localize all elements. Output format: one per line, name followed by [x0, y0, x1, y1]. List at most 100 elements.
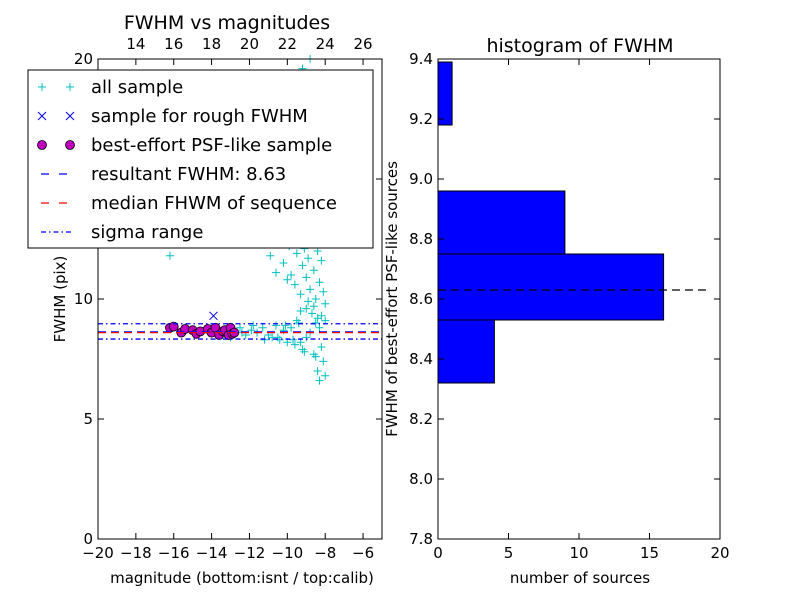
legend-entry-label: sample for rough FWHM [91, 106, 308, 127]
left-top-tick-label: 14 [126, 35, 145, 53]
left-point-plus [309, 302, 318, 311]
left-point-plus [273, 333, 282, 342]
right-x-tick-label: 15 [640, 544, 659, 562]
left-x-tick-label: −6 [352, 544, 374, 562]
left-point-plus [315, 323, 324, 332]
left-point-x [209, 311, 218, 321]
left-point-plus [296, 290, 305, 299]
left-point-plus [302, 273, 311, 282]
left-point-plus [292, 316, 301, 325]
left-point-plus [311, 352, 320, 361]
left-point-plus [307, 309, 316, 318]
left-x-tick-label: −10 [272, 544, 304, 562]
left-point-plus [292, 249, 301, 258]
left-axes: −20−18−16−14−12−10−8−6051015201416182022… [74, 35, 383, 562]
left-point-plus [319, 357, 328, 366]
left-legend: all sample sample for rough FWHM best-effo… [27, 69, 374, 249]
left-point-plus [304, 297, 313, 306]
left-x-tick-label: −8 [314, 544, 336, 562]
left-point-plus [302, 304, 311, 313]
left-point-plus [296, 307, 305, 315]
right-y-tick-label: 8.4 [409, 350, 433, 368]
right-y-tick-label: 8.6 [409, 290, 433, 308]
left-point-plus [236, 323, 244, 332]
left-y-tick-label: 20 [74, 50, 93, 68]
right-y-axis-label: FWHM of best-effort PSF-like sources [383, 161, 401, 437]
left-point-plus [298, 261, 307, 270]
left-point-plus [311, 295, 320, 303]
left-point-plus [304, 254, 313, 263]
left-point-plus [311, 319, 320, 327]
left-point-plus [300, 347, 309, 356]
right-x-tick-label: 20 [710, 544, 729, 562]
right-histogram-panel: histogram of FWHM 0 5 10 15 20 7.8 8.0 8.2 8.4 8.… [383, 35, 730, 587]
left-point-plus [247, 326, 256, 335]
left-point-plus [258, 323, 267, 332]
right-y-tick-label: 8.2 [409, 410, 433, 428]
legend-marker-sample [65, 111, 75, 121]
right-y-tick-label: 7.8 [409, 530, 433, 548]
left-point-plus [306, 285, 315, 294]
right-y-tick-label: 9.0 [409, 170, 433, 188]
left-point-plus [309, 266, 318, 275]
left-chart-title: FWHM vs magnitudes [124, 12, 330, 34]
left-point-plus [315, 376, 324, 385]
left-point-plus [302, 333, 311, 342]
legend-marker-sample [37, 140, 47, 150]
legend-marker-sample [37, 111, 47, 121]
right-y-tick-label: 9.4 [409, 50, 433, 68]
left-point-plus [315, 278, 324, 287]
left-point-plus [319, 287, 328, 296]
left-point-plus [279, 259, 288, 267]
left-point-plus [313, 367, 322, 375]
left-scatter-panel: FWHM vs magnitudes −20 −18 −16 −14 −12 −10 −8−… [27, 12, 383, 587]
left-point-plus [321, 371, 330, 380]
left-x-tick-label: −20 [82, 544, 114, 562]
left-point-plus [260, 335, 269, 344]
left-x-tick-label: −16 [158, 544, 190, 562]
left-plot-area [98, 55, 382, 385]
right-y-tick-label: 9.2 [409, 110, 433, 128]
left-top-tick-label: 20 [240, 35, 259, 53]
right-plot-area [437, 61, 710, 384]
left-point-plus [290, 280, 299, 289]
histogram-bar [437, 61, 453, 126]
left-point-plus [283, 275, 292, 284]
legend-marker-sample [65, 140, 75, 150]
left-y-tick-label: 0 [83, 530, 93, 548]
left-x-tick-label: −18 [120, 544, 152, 562]
legend-entry-label: best-effort PSF-like sample [91, 135, 332, 156]
legend-marker-sample [38, 83, 46, 91]
right-chart-title: histogram of FWHM [486, 35, 673, 57]
left-point-plus [271, 268, 280, 277]
left-y-tick-label: 5 [83, 410, 93, 428]
legend-entry-label: resultant FWHM: 8.63 [91, 164, 286, 185]
left-point-plus [249, 321, 258, 330]
legend-entry-label: all sample [91, 77, 183, 98]
histogram-bar [437, 253, 665, 321]
right-y-tick-label: 8.0 [409, 470, 433, 488]
left-y-tick-label: 10 [74, 290, 93, 308]
right-x-tick-label: 5 [504, 544, 514, 562]
left-top-tick-label: 26 [354, 35, 373, 53]
left-x-axis-label: magnitude (bottom:isnt / top:calib) [110, 569, 374, 587]
left-top-tick-label: 18 [202, 35, 221, 53]
left-point-plus [317, 343, 326, 351]
right-y-tick-label: 8.8 [409, 230, 433, 248]
left-legend-box [27, 69, 374, 249]
left-top-tick-label: 24 [316, 35, 335, 53]
left-point-plus [266, 251, 275, 260]
left-y-axis-label: FWHM (pix) [51, 256, 69, 343]
left-point-plus [317, 256, 326, 265]
histogram-bar [437, 319, 495, 384]
histogram-bar [437, 190, 566, 255]
left-point-plus [289, 335, 298, 344]
left-top-tick-label: 22 [278, 35, 297, 53]
legend-marker-sample [66, 83, 74, 91]
right-axes: 0 5 10 15 20 7.8 8.0 8.2 8.4 8.6 8.8 9.0 9.2 9.4 [409, 50, 729, 562]
left-point-plus [165, 251, 174, 260]
right-x-axis-label: number of sources [510, 569, 650, 587]
left-top-tick-label: 16 [164, 35, 183, 53]
legend-entry-label: median FHWM of sequence [91, 193, 337, 214]
